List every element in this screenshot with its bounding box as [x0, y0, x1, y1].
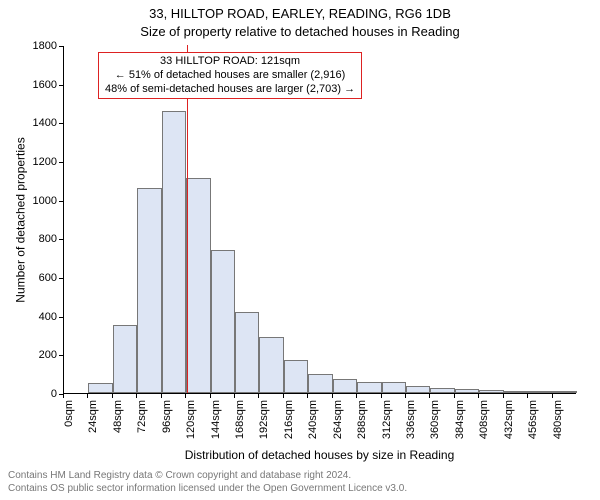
x-tick-mark [87, 394, 88, 398]
y-tick-label: 1600 [33, 79, 57, 91]
histogram-bar [333, 379, 357, 394]
y-tick-label: 1000 [33, 195, 57, 207]
y-axis-label: Number of detached properties [14, 137, 28, 302]
x-tick-label: 96sqm [161, 400, 173, 446]
x-tick-mark [429, 394, 430, 398]
x-tick-label: 384sqm [454, 400, 466, 446]
y-axis-label-container: Number of detached properties [14, 46, 28, 394]
x-tick-mark [307, 394, 308, 398]
x-tick-label: 456sqm [527, 400, 539, 446]
y-tick-mark [59, 355, 63, 356]
marker-annotation: 33 HILLTOP ROAD: 121sqm ← 51% of detache… [98, 52, 362, 99]
y-tick-label: 600 [39, 272, 57, 284]
x-tick-label: 240sqm [307, 400, 319, 446]
chart-title-sub: Size of property relative to detached ho… [0, 24, 600, 39]
y-tick-mark [59, 239, 63, 240]
y-tick-mark [59, 201, 63, 202]
x-tick-mark [356, 394, 357, 398]
histogram-bar [382, 382, 406, 393]
histogram-bar [211, 250, 235, 393]
x-tick-mark [527, 394, 528, 398]
x-tick-mark [552, 394, 553, 398]
x-tick-mark [454, 394, 455, 398]
x-axis-label: Distribution of detached houses by size … [63, 448, 576, 462]
y-tick-label: 400 [39, 311, 57, 323]
histogram-bar [528, 391, 552, 393]
histogram-bar [259, 337, 283, 393]
x-tick-mark [405, 394, 406, 398]
x-tick-mark [258, 394, 259, 398]
x-tick-mark [210, 394, 211, 398]
x-tick-label: 48sqm [112, 400, 124, 446]
histogram-bar [455, 389, 479, 393]
x-tick-label: 432sqm [503, 400, 515, 446]
y-tick-label: 1800 [33, 40, 57, 52]
x-tick-label: 288sqm [356, 400, 368, 446]
x-tick-label: 144sqm [210, 400, 222, 446]
y-tick-mark [59, 317, 63, 318]
x-tick-label: 192sqm [258, 400, 270, 446]
x-tick-label: 336sqm [405, 400, 417, 446]
histogram-bar [504, 391, 528, 394]
x-tick-mark [332, 394, 333, 398]
x-tick-label: 360sqm [429, 400, 441, 446]
y-tick-label: 1400 [33, 117, 57, 129]
histogram-bar [88, 383, 112, 393]
histogram-bar [235, 312, 259, 393]
x-tick-label: 312sqm [381, 400, 393, 446]
histogram-bar [430, 388, 454, 393]
x-tick-label: 72sqm [136, 400, 148, 446]
histogram-bar [479, 390, 503, 393]
x-tick-label: 0sqm [63, 400, 75, 446]
y-tick-mark [59, 85, 63, 86]
histogram-bar [284, 360, 308, 393]
histogram-bar [162, 111, 186, 393]
footer-line-2: Contains OS public sector information li… [8, 483, 407, 494]
x-tick-mark [63, 394, 64, 398]
x-tick-label: 408sqm [478, 400, 490, 446]
x-tick-mark [478, 394, 479, 398]
histogram-bar [553, 391, 577, 393]
y-tick-label: 1200 [33, 156, 57, 168]
x-tick-label: 168sqm [234, 400, 246, 446]
histogram-bar [113, 325, 137, 393]
y-tick-mark [59, 278, 63, 279]
x-tick-label: 216sqm [283, 400, 295, 446]
y-tick-label: 200 [39, 349, 57, 361]
histogram-bar [137, 188, 161, 393]
y-tick-label: 800 [39, 233, 57, 245]
histogram-bar [186, 178, 210, 393]
x-tick-label: 24sqm [87, 400, 99, 446]
x-tick-label: 120sqm [185, 400, 197, 446]
histogram-bar [357, 382, 381, 393]
y-tick-mark [59, 162, 63, 163]
x-tick-mark [136, 394, 137, 398]
y-tick-label: 0 [51, 388, 57, 400]
chart-title-main: 33, HILLTOP ROAD, EARLEY, READING, RG6 1… [0, 6, 600, 21]
x-tick-mark [503, 394, 504, 398]
footer-line-1: Contains HM Land Registry data © Crown c… [8, 470, 351, 481]
x-tick-mark [161, 394, 162, 398]
x-tick-mark [112, 394, 113, 398]
annotation-line-2: ← 51% of detached houses are smaller (2,… [105, 69, 355, 83]
annotation-line-1: 33 HILLTOP ROAD: 121sqm [105, 55, 355, 69]
y-tick-mark [59, 46, 63, 47]
x-tick-label: 480sqm [552, 400, 564, 446]
y-tick-mark [59, 123, 63, 124]
histogram-bar [406, 386, 430, 393]
x-tick-mark [234, 394, 235, 398]
annotation-line-3: 48% of semi-detached houses are larger (… [105, 83, 355, 97]
x-tick-mark [381, 394, 382, 398]
chart-container: { "chart": { "type": "histogram", "title… [0, 0, 600, 500]
x-tick-label: 264sqm [332, 400, 344, 446]
x-tick-mark [283, 394, 284, 398]
x-tick-mark [185, 394, 186, 398]
histogram-bar [308, 374, 332, 393]
